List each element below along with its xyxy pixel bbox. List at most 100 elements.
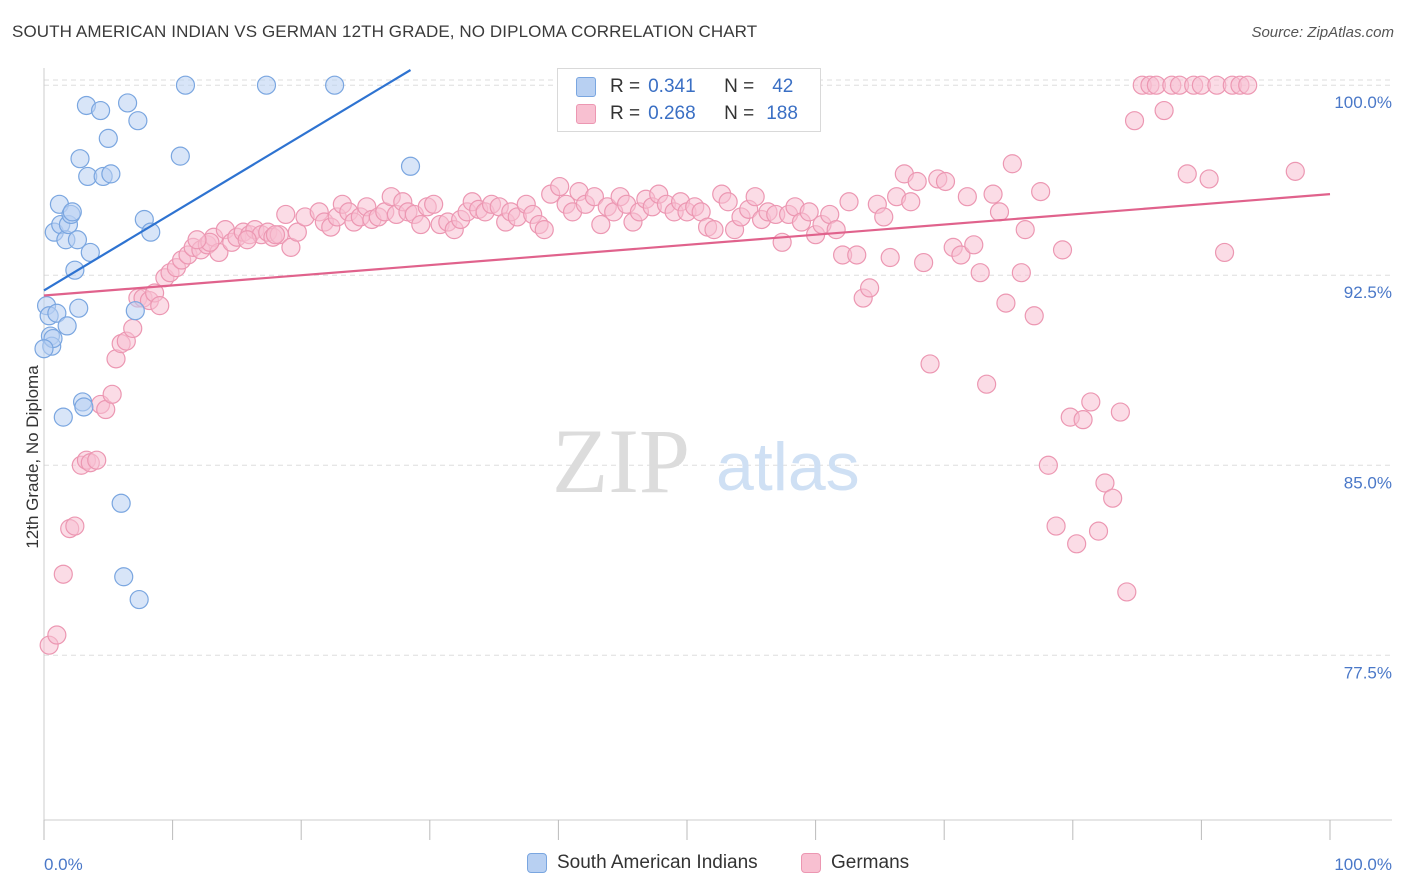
y-tick-label: 85.0% — [1344, 473, 1392, 492]
german-point — [1238, 75, 1258, 95]
german-point — [874, 207, 894, 227]
r-label: R = — [610, 76, 641, 97]
watermark-zip: ZIP — [552, 410, 690, 512]
germans-points — [39, 75, 1305, 655]
german-point — [826, 220, 846, 240]
german-point — [957, 187, 977, 207]
german-point — [550, 176, 570, 197]
german-point — [150, 296, 170, 316]
german-point — [839, 192, 859, 212]
german-point — [704, 220, 724, 240]
south-american-indian-point — [62, 202, 82, 222]
german-point — [1110, 402, 1130, 422]
german-point — [287, 222, 307, 242]
german-point — [745, 187, 765, 207]
n-label: N = — [724, 103, 755, 124]
german-point — [424, 194, 444, 214]
south-american-indian-point — [70, 149, 90, 169]
german-point — [187, 230, 207, 250]
south-american-indian-point — [67, 230, 88, 250]
watermark-atlas: atlas — [716, 429, 860, 505]
n-value: 188 — [766, 103, 798, 124]
german-point — [1081, 392, 1101, 412]
x-tick-label: 100.0% — [1334, 855, 1392, 874]
y-tick-label: 100.0% — [1334, 93, 1392, 112]
german-point — [996, 293, 1016, 313]
south-american-indian-point — [69, 298, 89, 318]
pink-swatch — [576, 104, 596, 124]
n-value: 42 — [772, 76, 794, 97]
german-point — [1103, 488, 1123, 508]
y-tick-label: 92.5% — [1344, 283, 1392, 302]
german-point — [1154, 100, 1174, 121]
german-point — [901, 192, 921, 212]
germans-trend-line — [43, 193, 1331, 297]
german-point — [983, 184, 1003, 204]
german-point — [1052, 240, 1073, 260]
german-point — [1024, 306, 1044, 326]
south-american-indian-point — [129, 589, 149, 610]
german-point — [977, 374, 997, 394]
south-american-indian-point — [90, 100, 111, 121]
y-axis-title: 12th Grade, No Diploma — [23, 365, 42, 549]
german-point — [1214, 242, 1235, 263]
german-point — [591, 214, 611, 235]
south-american-indian-point — [57, 316, 77, 336]
south-american-indian-point — [74, 397, 94, 417]
german-point — [1095, 473, 1115, 493]
axes — [43, 68, 1392, 840]
german-point — [123, 318, 143, 339]
german-point — [1117, 582, 1137, 602]
german-point — [935, 171, 956, 192]
german-point — [47, 625, 67, 645]
south-american-indian-point — [175, 75, 196, 95]
source-label: Source: ZipAtlas.com — [1251, 24, 1394, 41]
y-tick-labels: 100.0% 92.5% 85.0% 77.5% — [1334, 93, 1392, 682]
german-point — [237, 230, 257, 250]
german-point — [102, 384, 122, 404]
german-point — [1046, 516, 1066, 536]
german-point — [1038, 455, 1058, 475]
german-point — [584, 187, 605, 207]
german-point — [276, 204, 296, 225]
r-label: R = — [610, 103, 641, 124]
x-tick-labels: 0.0% 100.0% — [44, 855, 1392, 874]
german-point — [1177, 164, 1197, 184]
pink-swatch — [801, 853, 821, 873]
south-american-indians-points — [34, 75, 421, 610]
south-american-indian-point — [114, 567, 134, 587]
german-point — [1199, 169, 1219, 189]
blue-swatch — [527, 853, 547, 873]
german-point — [1088, 521, 1109, 541]
south-american-indian-point — [47, 303, 67, 323]
german-point — [1073, 410, 1093, 430]
german-point — [907, 171, 927, 192]
german-point — [65, 516, 85, 536]
german-point — [1124, 111, 1145, 131]
german-point — [964, 235, 984, 255]
south-american-indian-point — [170, 146, 190, 166]
german-point — [920, 354, 940, 374]
legend-row-blue: R = 0.341 N = 42 — [576, 74, 793, 100]
blue-swatch — [576, 77, 596, 97]
german-point — [1011, 263, 1031, 283]
legend-item-germans[interactable]: Germans — [801, 852, 909, 874]
german-point — [534, 220, 554, 240]
watermark: ZIP atlas — [552, 410, 860, 512]
german-point — [860, 278, 880, 298]
legend-item-south-american-indians[interactable]: South American Indians — [527, 852, 758, 874]
german-point — [880, 247, 900, 268]
south-american-indian-point — [98, 128, 118, 149]
legend-label: Germans — [831, 852, 910, 873]
german-point — [1002, 154, 1022, 174]
south-american-indian-point — [128, 111, 148, 131]
german-point — [265, 225, 286, 245]
german-point — [847, 245, 867, 265]
south-american-indian-point — [111, 493, 131, 513]
chart-title: SOUTH AMERICAN INDIAN VS GERMAN 12TH GRA… — [12, 22, 758, 41]
german-point — [799, 202, 819, 222]
south-american-indians-trend-line — [43, 69, 412, 292]
german-point — [1015, 220, 1035, 240]
south-american-indian-point — [325, 75, 345, 95]
